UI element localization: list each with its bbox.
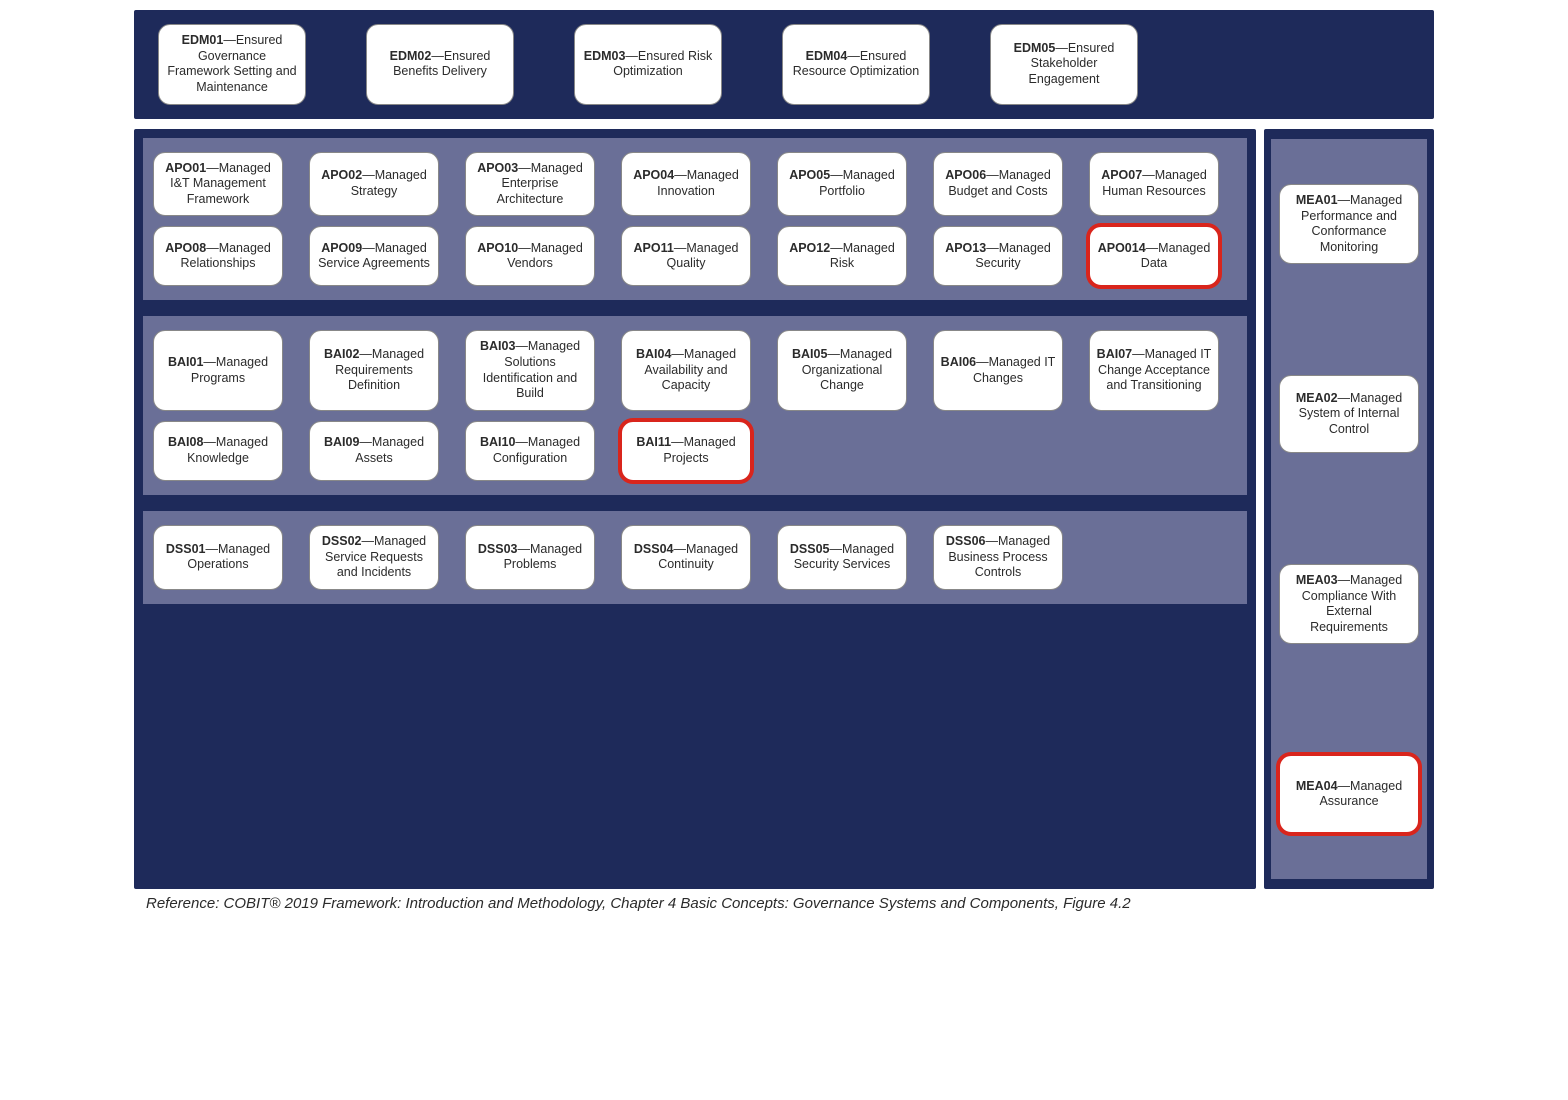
objective-code: DSS06 xyxy=(946,534,986,548)
objective-box-apo01: APO01—Managed I&T Management Framework xyxy=(153,152,283,217)
objective-box-apo014: APO014—Managed Data xyxy=(1089,226,1219,286)
grid-row: APO01—Managed I&T Management FrameworkAP… xyxy=(153,152,1237,217)
objective-box-mea03: MEA03—Managed Compliance With External R… xyxy=(1279,564,1419,645)
objective-code: APO05 xyxy=(789,168,830,182)
objective-code: EDM04 xyxy=(806,49,848,63)
objective-code: BAI11 xyxy=(636,435,671,449)
objective-box-dss06: DSS06—Managed Business Process Controls xyxy=(933,525,1063,590)
objective-code: DSS04 xyxy=(634,542,674,556)
objective-code: BAI01 xyxy=(168,355,203,369)
objective-code: APO07 xyxy=(1101,168,1142,182)
objective-box-apo08: APO08—Managed Relationships xyxy=(153,226,283,286)
objective-code: BAI04 xyxy=(636,347,671,361)
mea-column: MEA01—Managed Performance and Conformanc… xyxy=(1264,129,1434,889)
objective-box-dss02: DSS02—Managed Service Requests and Incid… xyxy=(309,525,439,590)
objective-box-dss03: DSS03—Managed Problems xyxy=(465,525,595,590)
bai-panel: BAI01—Managed Programs BAI02—Managed Requ… xyxy=(140,313,1250,498)
objective-box-edm02: EDM02—Ensured Benefits Delivery xyxy=(366,24,514,105)
objective-box-bai08: BAI08—Managed Knowledge xyxy=(153,421,283,481)
objective-box-apo11: APO11—Managed Quality xyxy=(621,226,751,286)
objective-code: APO11 xyxy=(634,241,674,255)
objective-code: BAI09 xyxy=(324,435,359,449)
objective-box-bai02: BAI02—Managed Requirements Definition xyxy=(309,330,439,411)
objective-box-bai11: BAI11—Managed Projects xyxy=(621,421,751,481)
objective-code: BAI10 xyxy=(480,435,515,449)
objective-box-bai05: BAI05—Managed Organizational Change xyxy=(777,330,907,411)
objective-box-edm03: EDM03—Ensured Risk Optimization xyxy=(574,24,722,105)
objective-box-mea02: MEA02—Managed System of Internal Control xyxy=(1279,375,1419,453)
management-area: APO01—Managed I&T Management FrameworkAP… xyxy=(134,129,1434,889)
objective-code: BAI06 xyxy=(941,355,976,369)
objective-code: APO10 xyxy=(477,241,518,255)
objective-box-apo03: APO03—Managed Enterprise Architecture xyxy=(465,152,595,217)
objective-code: DSS05 xyxy=(790,542,830,556)
objective-box-edm05: EDM05—Ensured Stakeholder Engagement xyxy=(990,24,1138,105)
objective-box-apo10: APO10—Managed Vendors xyxy=(465,226,595,286)
objective-box-mea04: MEA04—Managed Assurance xyxy=(1279,755,1419,833)
objective-box-edm01: EDM01—Ensured Governance Framework Setti… xyxy=(158,24,306,105)
objective-code: BAI07 xyxy=(1097,347,1132,361)
objective-code: APO12 xyxy=(789,241,830,255)
mea-panel: MEA01—Managed Performance and Conformanc… xyxy=(1271,139,1427,879)
objective-code: BAI02 xyxy=(324,347,359,361)
objective-code: APO08 xyxy=(165,241,206,255)
objective-code: EDM03 xyxy=(584,49,626,63)
objective-code: APO014 xyxy=(1098,241,1146,255)
objective-code: DSS01 xyxy=(166,542,206,556)
objective-code: EDM05 xyxy=(1014,41,1056,55)
objective-code: MEA04 xyxy=(1296,779,1338,793)
objective-code: APO02 xyxy=(321,168,362,182)
left-column: APO01—Managed I&T Management FrameworkAP… xyxy=(134,129,1256,889)
grid-row: BAI08—Managed Knowledge BAI09—Managed Ass… xyxy=(153,421,1237,481)
objective-box-mea01: MEA01—Managed Performance and Conformanc… xyxy=(1279,184,1419,265)
objective-code: BAI03 xyxy=(480,339,515,353)
objective-box-bai01: BAI01—Managed Programs xyxy=(153,330,283,411)
dss-panel: DSS01—Managed Operations DSS02—Managed Se… xyxy=(140,508,1250,607)
objective-code: MEA03 xyxy=(1296,573,1338,587)
objective-box-edm04: EDM04—Ensured Resource Optimization xyxy=(782,24,930,105)
objective-code: BAI08 xyxy=(168,435,203,449)
objective-code: EDM01 xyxy=(182,33,224,47)
objective-box-bai09: BAI09—Managed Assets xyxy=(309,421,439,481)
edm-band: EDM01—Ensured Governance Framework Setti… xyxy=(134,10,1434,119)
objective-box-apo02: APO02—Managed Strategy xyxy=(309,152,439,217)
objective-code: APO04 xyxy=(633,168,674,182)
grid-row: BAI01—Managed Programs BAI02—Managed Requ… xyxy=(153,330,1237,411)
objective-box-apo04: APO04—Managed Innovation xyxy=(621,152,751,217)
objective-box-dss04: DSS04—Managed Continuity xyxy=(621,525,751,590)
objective-box-bai06: BAI06—Managed IT Changes xyxy=(933,330,1063,411)
objective-code: BAI05 xyxy=(792,347,827,361)
objective-code: APO09 xyxy=(321,241,362,255)
objective-code: DSS03 xyxy=(478,542,518,556)
objective-code: EDM02 xyxy=(390,49,432,63)
objective-box-apo05: APO05—Managed Portfolio xyxy=(777,152,907,217)
grid-row: APO08—Managed Relationships APO09—Managed… xyxy=(153,226,1237,286)
apo-panel: APO01—Managed I&T Management FrameworkAP… xyxy=(140,135,1250,304)
objective-box-bai07: BAI07—Managed IT Change Acceptance and T… xyxy=(1089,330,1219,411)
objective-box-apo09: APO09—Managed Service Agreements xyxy=(309,226,439,286)
objective-code: APO13 xyxy=(945,241,986,255)
objective-code: APO06 xyxy=(945,168,986,182)
cobit-core-model: EDM01—Ensured Governance Framework Setti… xyxy=(134,0,1434,924)
objective-code: MEA01 xyxy=(1296,193,1338,207)
objective-box-bai03: BAI03—Managed Solutions Identification a… xyxy=(465,330,595,411)
figure-caption: Reference: COBIT® 2019 Framework: Introd… xyxy=(134,889,1434,924)
objective-box-apo06: APO06—Managed Budget and Costs xyxy=(933,152,1063,217)
objective-box-apo12: APO12—Managed Risk xyxy=(777,226,907,286)
objective-box-apo07: APO07—Managed Human Resources xyxy=(1089,152,1219,217)
objective-code: DSS02 xyxy=(322,534,362,548)
objective-code: APO03 xyxy=(477,161,518,175)
objective-box-dss01: DSS01—Managed Operations xyxy=(153,525,283,590)
objective-box-bai04: BAI04—Managed Availability and Capacity xyxy=(621,330,751,411)
grid-row: DSS01—Managed Operations DSS02—Managed Se… xyxy=(153,525,1237,590)
objective-code: APO01 xyxy=(165,161,206,175)
objective-box-bai10: BAI10—Managed Configuration xyxy=(465,421,595,481)
objective-box-dss05: DSS05—Managed Security Services xyxy=(777,525,907,590)
objective-box-apo13: APO13—Managed Security xyxy=(933,226,1063,286)
objective-code: MEA02 xyxy=(1296,391,1338,405)
